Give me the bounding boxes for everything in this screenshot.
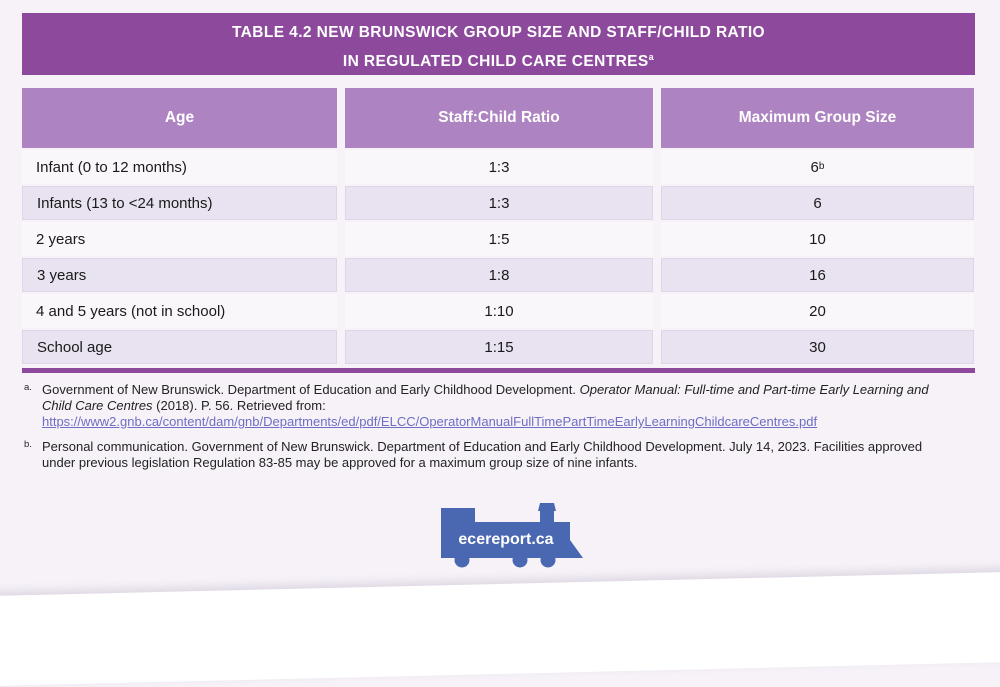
table-title: TABLE 4.2 NEW BRUNSWICK GROUP SIZE AND S… [22,13,975,75]
page: TABLE 4.2 NEW BRUNSWICK GROUP SIZE AND S… [0,13,1000,687]
table-row-max: 6 [661,186,974,220]
table-row-age: School age [22,330,337,364]
table-row-max: 16 [661,258,974,292]
ratio-table: Age Staff:Child Ratio Maximum Group Size… [22,88,975,373]
train-wheel [454,552,470,568]
logo-text: ecereport.ca [458,531,553,548]
column-header-ratio: Staff:Child Ratio [345,88,653,148]
train-wheel [540,552,556,568]
footnote-b: b. Personal communication. Government of… [24,439,952,471]
table-row-age: 2 years [22,222,337,256]
ecereport-train-logo: ecereport.ca [441,503,583,568]
source-url-link[interactable]: https://www2.gnb.ca/content/dam/gnb/Depa… [42,414,818,429]
column-header-max-group: Maximum Group Size [661,88,974,148]
table-title-line2: IN REGULATED CHILD CARE CENTRESa [342,52,655,71]
table-row-age: Infant (0 to 12 months) [22,150,337,184]
table-row-ratio: 1:3 [345,186,653,220]
table-row-ratio: 1:10 [345,294,653,328]
table-row-max: 20 [661,294,974,328]
footnote-b-marker: b. [24,439,32,450]
table-row-max: 10 [661,222,974,256]
table-row-ratio: 1:5 [345,222,653,256]
title-footnote-ref: a [648,52,655,62]
bottom-diagonal-decoration [0,571,1000,687]
table-row-age: 3 years [22,258,337,292]
footnotes: a. Government of New Brunswick. Departme… [24,382,952,480]
table-row-ratio: 1:15 [345,330,653,364]
footnote-a: a. Government of New Brunswick. Departme… [24,382,952,430]
table-row-ratio: 1:3 [345,150,653,184]
ratio-table-grid: Age Staff:Child Ratio Maximum Group Size… [22,88,975,364]
footnote-b-text: Personal communication. Government of Ne… [42,439,923,470]
table-row-age: 4 and 5 years (not in school) [22,294,337,328]
train-wheel [512,552,528,568]
footnote-a-italic-title: Operator Manual: Full-time and Part-time… [42,382,929,413]
table-row-ratio: 1:8 [345,258,653,292]
train-icon [441,503,583,558]
footnote-a-marker: a. [24,382,32,393]
footnote-a-text: Government of New Brunswick. Department … [42,382,929,429]
table-row-max: 30 [661,330,974,364]
table-bottom-accent-line [22,368,975,373]
table-row-age: Infants (13 to <24 months) [22,186,337,220]
table-title-line1: TABLE 4.2 NEW BRUNSWICK GROUP SIZE AND S… [231,24,766,41]
column-header-age: Age [22,88,337,148]
